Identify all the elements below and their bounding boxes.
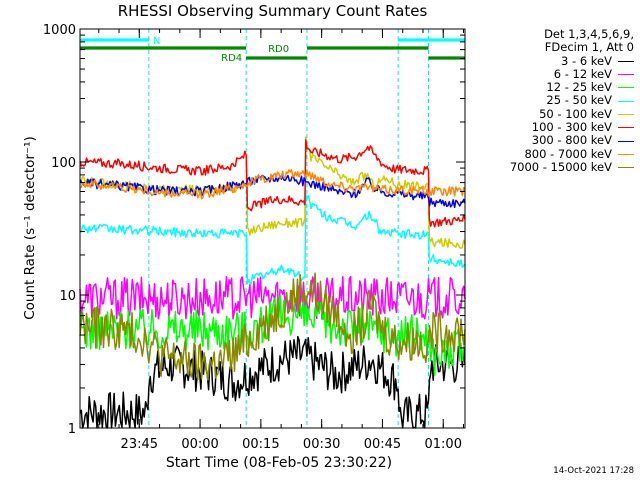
series-line <box>79 168 466 200</box>
legend-entry: 7000 - 15000 keV <box>472 159 634 174</box>
legend-entry-label: 300 - 800 keV <box>531 133 612 148</box>
legend-entry: 12 - 25 keV <box>472 80 634 95</box>
legend-entry: 300 - 800 keV <box>472 134 634 147</box>
y-tick-label: 10 <box>59 289 76 304</box>
legend-header-decimation: FDecim 1, Att 0 <box>544 40 634 55</box>
legend-entry-label: 3 - 6 keV <box>561 53 612 68</box>
legend-entry: 3 - 6 keV <box>472 53 634 68</box>
render-timestamp: 14-Oct-2021 17:28 <box>553 466 634 476</box>
x-tick-label: 00:30 <box>303 437 340 452</box>
state-bar-label: N <box>153 36 160 47</box>
legend-swatch <box>618 87 634 89</box>
x-tick-label: 23:45 <box>121 437 158 452</box>
legend-entry-label: 7000 - 15000 keV <box>509 159 612 174</box>
legend-swatch <box>618 113 634 115</box>
state-bar-label: RD0 <box>268 44 289 55</box>
legend: Det 1,3,4,5,6,9, FDecim 1, Att 0 3 - 6 k… <box>472 27 634 174</box>
legend-swatch <box>618 100 634 102</box>
series-line <box>79 275 466 320</box>
legend-header-detectors: Det 1,3,4,5,6,9, <box>544 27 634 41</box>
x-tick-label: 00:45 <box>364 437 401 452</box>
x-tick-label: 00:00 <box>181 437 218 452</box>
legend-swatch <box>618 74 634 76</box>
x-tick-label: 00:15 <box>242 437 279 452</box>
legend-swatch <box>618 127 634 129</box>
y-tick-label: 100 <box>51 156 76 171</box>
state-bars-layer: N RD0 RD4 <box>80 36 465 64</box>
y-tick-label: 1 <box>68 422 76 437</box>
series-line <box>79 272 466 381</box>
legend-entry: 50 - 100 keV <box>472 106 634 121</box>
state-bar-label: RD4 <box>221 53 242 64</box>
x-tick-label: 01:00 <box>425 437 462 452</box>
legend-entry: 6 - 12 keV <box>472 66 634 81</box>
legend-entry-label: 50 - 100 keV <box>539 106 612 121</box>
x-axis-label: Start Time (08-Feb-05 23:30:22) <box>166 455 392 471</box>
legend-swatch <box>618 167 634 169</box>
legend-entry-label: 12 - 25 keV <box>546 80 612 95</box>
series-layer <box>79 136 466 429</box>
legend-entry-label: 6 - 12 keV <box>553 66 612 81</box>
chart-title: RHESSI Observing Summary Count Rates <box>117 2 428 20</box>
legend-entry-label: 100 - 300 keV <box>531 120 612 135</box>
series-line <box>79 194 466 285</box>
y-axis-label: Count Rate (s⁻¹ detector⁻¹) <box>22 136 38 320</box>
series-line <box>79 335 466 429</box>
legend-entry: 100 - 300 keV <box>472 120 634 135</box>
legend-swatch <box>618 60 634 62</box>
legend-entry-label: 800 - 7000 keV <box>524 146 612 161</box>
y-tick-label: 1000 <box>43 23 76 38</box>
legend-entry: 25 - 50 keV <box>472 94 634 107</box>
legend-swatch <box>618 140 634 142</box>
legend-swatch <box>618 153 634 155</box>
series-line <box>79 139 466 228</box>
plot-frame <box>79 28 466 429</box>
axis-ticks-layer: 1 10 100 1000 23:45 00:00 00:15 00:30 00:45 01:00 <box>43 23 465 452</box>
legend-entry: 800 - 7000 keV <box>472 146 634 161</box>
series-line <box>79 294 466 376</box>
legend-entry-label: 25 - 50 keV <box>546 93 612 108</box>
